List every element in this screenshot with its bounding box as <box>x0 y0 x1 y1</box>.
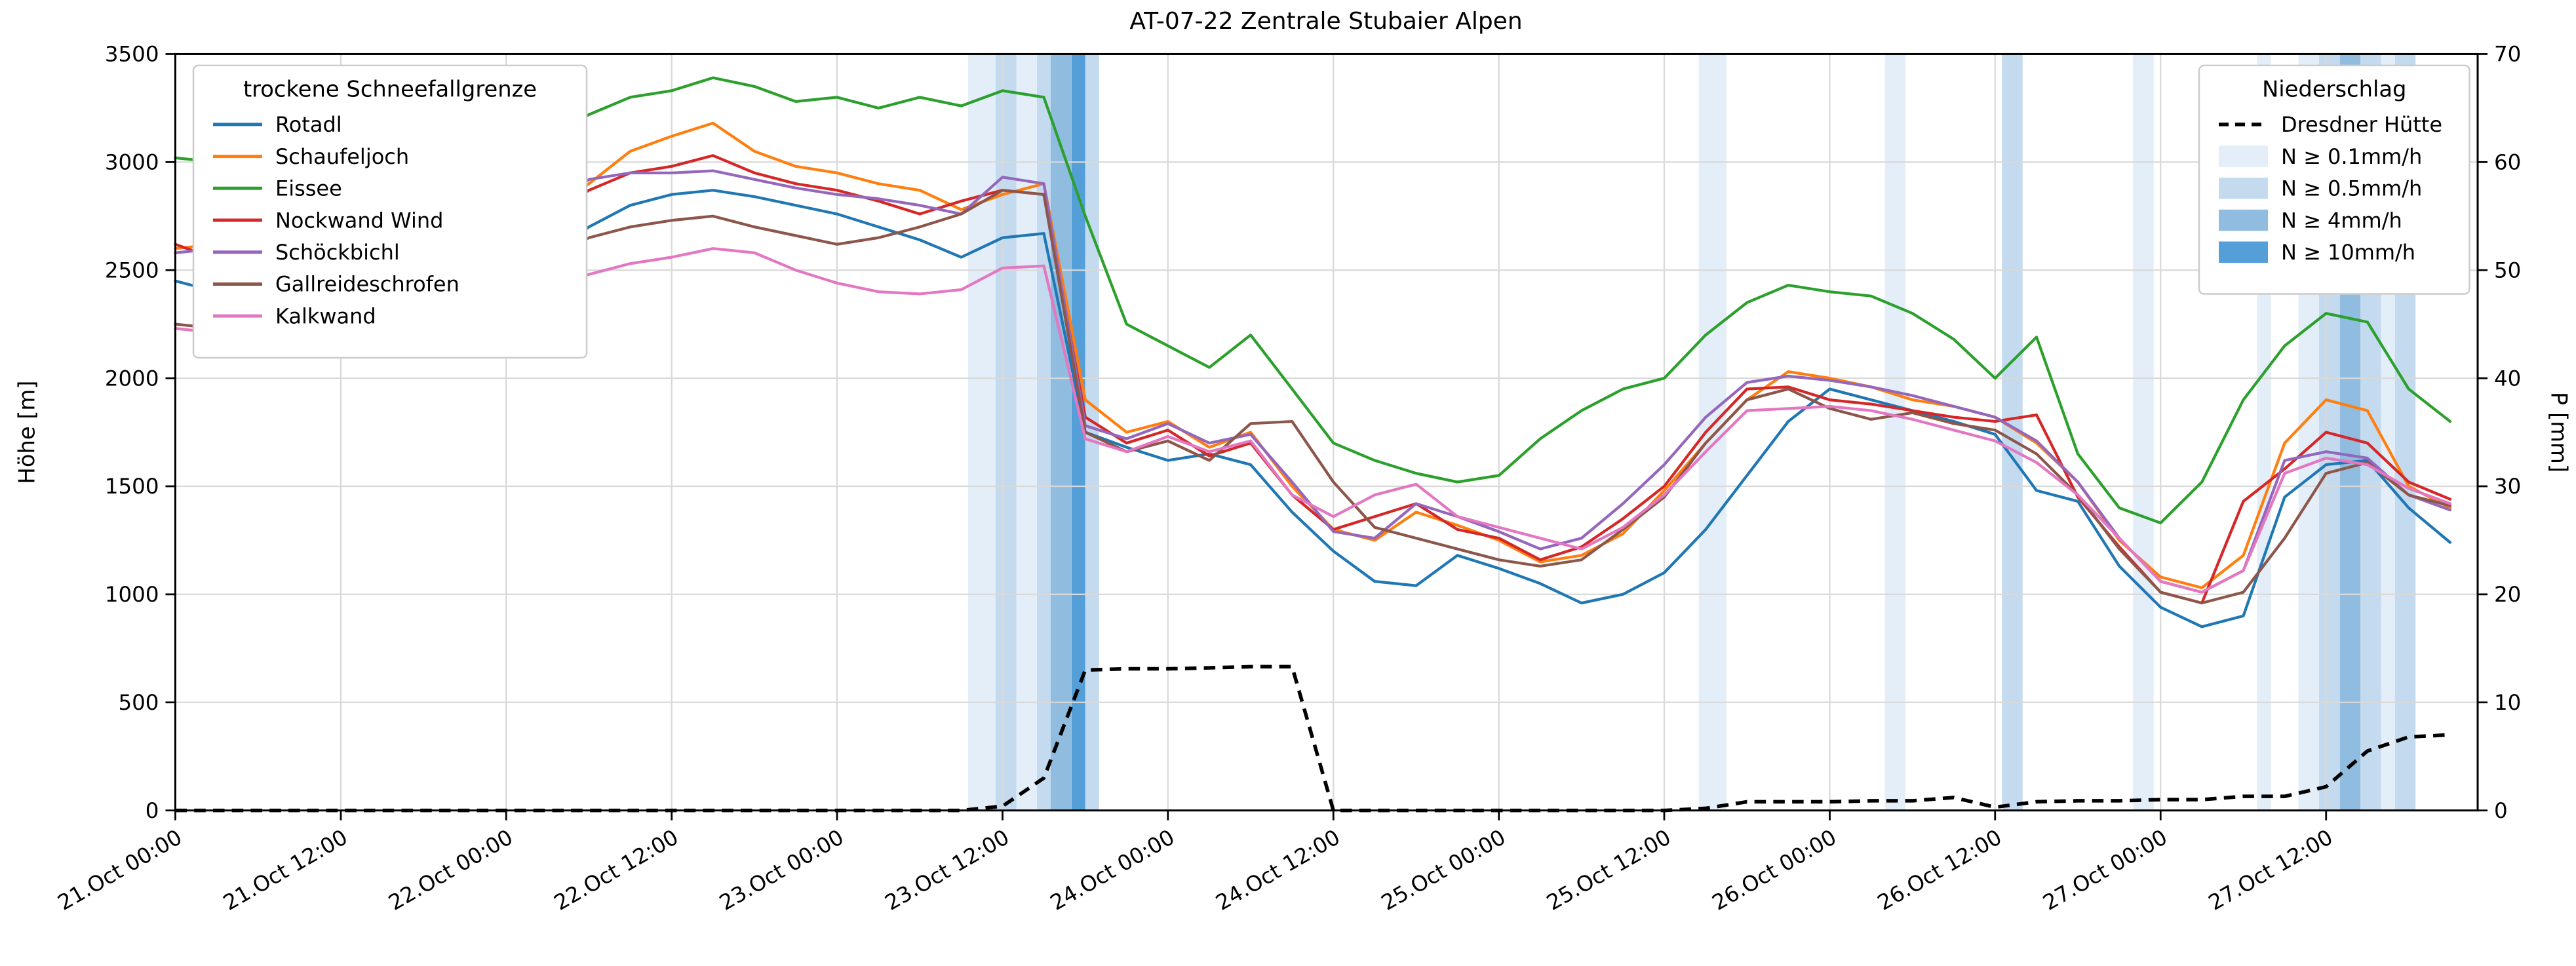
x-tick-label: 24.Oct 12:00 <box>1211 824 1344 916</box>
y-right-tick-label: 50 <box>2494 258 2521 282</box>
legend-item-label: Eissee <box>275 176 342 201</box>
n-0-5mm-h-band-swatch <box>2219 178 2268 199</box>
y-right-tick-label: 30 <box>2494 474 2521 499</box>
y-right-tick-label: 60 <box>2494 150 2521 175</box>
y-right-tick-label: 20 <box>2494 582 2521 607</box>
x-tick-label: 27.Oct 12:00 <box>2204 824 2337 916</box>
precip-span-0.1 <box>1698 54 1727 811</box>
y-left-tick-label: 1000 <box>105 582 159 607</box>
y-right-tick-label: 40 <box>2494 366 2521 391</box>
y-left-axis-label: Höhe [m] <box>14 381 39 484</box>
y-left-tick-label: 3000 <box>105 150 159 175</box>
precip-span-0.5 <box>996 54 1017 811</box>
legend-item-label: Nockwand Wind <box>275 208 443 233</box>
x-tick-label: 23.Oct 12:00 <box>881 824 1013 916</box>
legend-item-label: N ≥ 10mm/h <box>2281 240 2415 265</box>
legend-item-label: Gallreideschrofen <box>275 272 459 297</box>
legend-snowline-title: trockene Schneefallgrenze <box>243 76 537 102</box>
n-4mm-h-band-swatch <box>2219 209 2268 231</box>
legend-item-label: Dresdner Hütte <box>2281 112 2442 137</box>
y-left-tick-label: 1500 <box>105 474 159 499</box>
precip-span-0.1 <box>1016 54 1037 811</box>
n-0-1mm-h-band-swatch <box>2219 145 2268 167</box>
y-right-tick-label: 0 <box>2494 798 2508 823</box>
y-left-tick-label: 2000 <box>105 366 159 391</box>
precip-span-0.5 <box>1037 54 1051 811</box>
precip-span-0.1 <box>968 54 996 811</box>
legend-item-label: Kalkwand <box>275 303 376 328</box>
legend-precip-title: Niederschlag <box>2262 76 2406 102</box>
x-tick-label: 26.Oct 12:00 <box>1873 824 2006 916</box>
precip-span-0.1 <box>1884 54 1905 811</box>
legend-item-label: Schöckbichl <box>275 240 400 265</box>
legend-item-label: N ≥ 4mm/h <box>2281 208 2402 233</box>
axes-border <box>174 52 2479 812</box>
x-tick-label: 26.Oct 00:00 <box>1708 824 1841 916</box>
legend-item-label: Rotadl <box>275 112 342 137</box>
legend-snowline-box <box>192 64 588 359</box>
y-left-tick-label: 2500 <box>105 258 159 282</box>
x-tick-label: 27.Oct 00:00 <box>2039 824 2171 916</box>
legend-precip-box <box>2198 64 2470 295</box>
y-left-tick-label: 0 <box>146 798 159 823</box>
chart-title: AT-07-22 Zentrale Stubaier Alpen <box>1129 8 1523 35</box>
legend-item-label: N ≥ 0.5mm/h <box>2281 176 2422 201</box>
x-tick-label: 23.Oct 00:00 <box>715 824 848 916</box>
legend-precip: Niederschlag Dresdner Hütte N ≥ 0.1mm/h N ≥… <box>2198 64 2470 295</box>
legend-snowline: trockene Schneefallgrenze Rotadl Schaufelj… <box>192 64 588 359</box>
precip-span-4 <box>1051 54 1072 811</box>
x-tick-label: 21.Oct 00:00 <box>54 824 186 916</box>
y-right-tick-label: 70 <box>2494 42 2521 67</box>
y-right-tick-label: 10 <box>2494 690 2521 715</box>
precip-line-dresdner-h-tte <box>175 665 2451 813</box>
x-tick-label: 21.Oct 12:00 <box>219 824 351 916</box>
precip-span-0.1 <box>2133 54 2154 811</box>
x-tick-label: 24.Oct 00:00 <box>1046 824 1179 916</box>
x-tick-label: 22.Oct 12:00 <box>550 824 682 916</box>
x-tick-label: 25.Oct 00:00 <box>1377 824 1510 916</box>
n-10mm-h-band-swatch <box>2219 241 2268 263</box>
y-left-tick-label: 500 <box>118 690 159 715</box>
precip-span-10 <box>1071 54 1085 811</box>
x-tick-label: 22.Oct 00:00 <box>384 824 517 916</box>
x-tick-label: 25.Oct 12:00 <box>1542 824 1675 916</box>
legend-item-label: N ≥ 0.1mm/h <box>2281 144 2422 169</box>
y-right-axis-label: P [mm] <box>2546 392 2571 473</box>
y-left-tick-label: 3500 <box>105 42 159 67</box>
legend-item-label: Schaufeljoch <box>275 144 409 169</box>
